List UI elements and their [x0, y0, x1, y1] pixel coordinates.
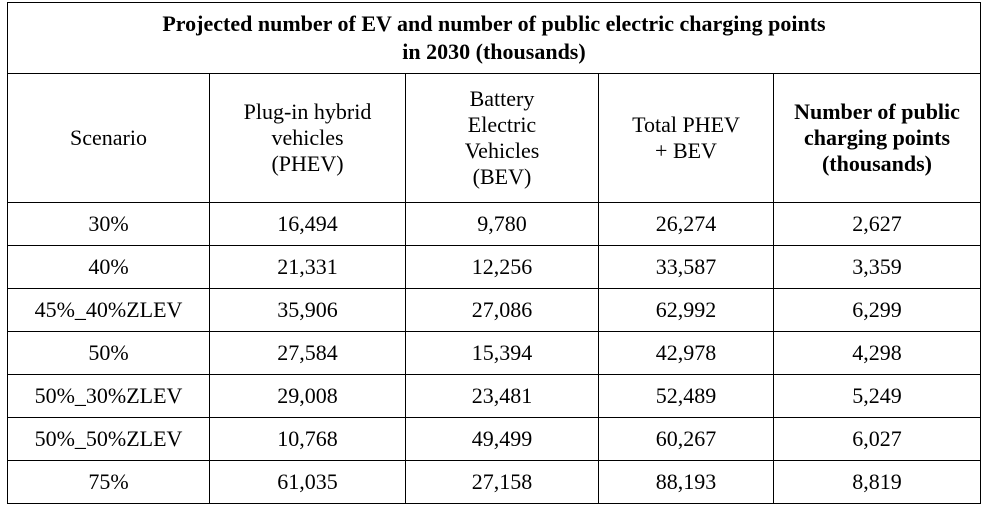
total-cell: 60,267	[598, 417, 774, 461]
title-row: Projected number of EV and number of pub…	[7, 2, 981, 74]
column-header-text: vehicles	[271, 125, 344, 150]
table-title-line-1: Projected number of EV and number of pub…	[162, 11, 826, 36]
column-header-text: Number of public	[794, 99, 960, 124]
column-header-row: Scenario Plug-in hybrid vehicles (PHEV) …	[7, 73, 981, 203]
charging-points-cell: 5,249	[773, 374, 981, 418]
scenario-cell: 75%	[7, 460, 210, 504]
bev-cell: 27,158	[405, 460, 599, 504]
ev-projection-table: Projected number of EV and number of pub…	[7, 2, 981, 504]
phev-cell: 27,584	[209, 331, 406, 375]
table-row: 50%_50%ZLEV 10,768 49,499 60,267 6,027	[7, 417, 981, 461]
scenario-cell: 45%_40%ZLEV	[7, 288, 210, 332]
table-row: 50%_30%ZLEV 29,008 23,481 52,489 5,249	[7, 374, 981, 418]
table-row: 75% 61,035 27,158 88,193 8,819	[7, 460, 981, 504]
total-cell: 42,978	[598, 331, 774, 375]
ev-projection-table-container: Projected number of EV and number of pub…	[7, 2, 981, 507]
table-row: 40% 21,331 12,256 33,587 3,359	[7, 245, 981, 289]
column-header-text: (PHEV)	[271, 151, 344, 176]
column-header-text: Vehicles	[464, 138, 540, 163]
bev-cell: 49,499	[405, 417, 599, 461]
column-header-text: Battery	[469, 86, 535, 111]
bev-cell: 23,481	[405, 374, 599, 418]
total-cell: 33,587	[598, 245, 774, 289]
column-header-bev: Battery Electric Vehicles (BEV)	[405, 73, 599, 203]
column-header-text: Electric	[467, 112, 537, 137]
charging-points-cell: 2,627	[773, 202, 981, 246]
total-cell: 52,489	[598, 374, 774, 418]
scenario-cell: 30%	[7, 202, 210, 246]
total-cell: 26,274	[598, 202, 774, 246]
bev-cell: 27,086	[405, 288, 599, 332]
table-title: Projected number of EV and number of pub…	[7, 2, 981, 74]
charging-points-cell: 8,819	[773, 460, 981, 504]
column-header-text: Total PHEV	[632, 112, 740, 137]
scenario-cell: 50%_50%ZLEV	[7, 417, 210, 461]
column-header-scenario: Scenario	[7, 73, 210, 203]
phev-cell: 35,906	[209, 288, 406, 332]
phev-cell: 29,008	[209, 374, 406, 418]
scenario-cell: 40%	[7, 245, 210, 289]
table-row: 30% 16,494 9,780 26,274 2,627	[7, 202, 981, 246]
charging-points-cell: 4,298	[773, 331, 981, 375]
phev-cell: 21,331	[209, 245, 406, 289]
column-header-text: Scenario	[70, 125, 147, 150]
charging-points-cell: 6,027	[773, 417, 981, 461]
table-row: 50% 27,584 15,394 42,978 4,298	[7, 331, 981, 375]
column-header-text: Plug-in hybrid	[243, 99, 372, 124]
total-cell: 62,992	[598, 288, 774, 332]
column-header-charging-points: Number of public charging points (thousa…	[773, 73, 981, 203]
column-header-text: charging points	[803, 125, 951, 150]
charging-points-cell: 3,359	[773, 245, 981, 289]
scenario-cell: 50%	[7, 331, 210, 375]
bev-cell: 9,780	[405, 202, 599, 246]
column-header-total: Total PHEV + BEV	[598, 73, 774, 203]
column-header-text: (thousands)	[821, 151, 933, 176]
column-header-text: (BEV)	[472, 164, 532, 189]
bev-cell: 12,256	[405, 245, 599, 289]
charging-points-cell: 6,299	[773, 288, 981, 332]
column-header-phev: Plug-in hybrid vehicles (PHEV)	[209, 73, 406, 203]
table-title-line-2: in 2030 (thousands)	[402, 39, 586, 64]
phev-cell: 16,494	[209, 202, 406, 246]
phev-cell: 61,035	[209, 460, 406, 504]
total-cell: 88,193	[598, 460, 774, 504]
scenario-cell: 50%_30%ZLEV	[7, 374, 210, 418]
column-header-text: + BEV	[655, 138, 717, 163]
phev-cell: 10,768	[209, 417, 406, 461]
table-row: 45%_40%ZLEV 35,906 27,086 62,992 6,299	[7, 288, 981, 332]
bev-cell: 15,394	[405, 331, 599, 375]
